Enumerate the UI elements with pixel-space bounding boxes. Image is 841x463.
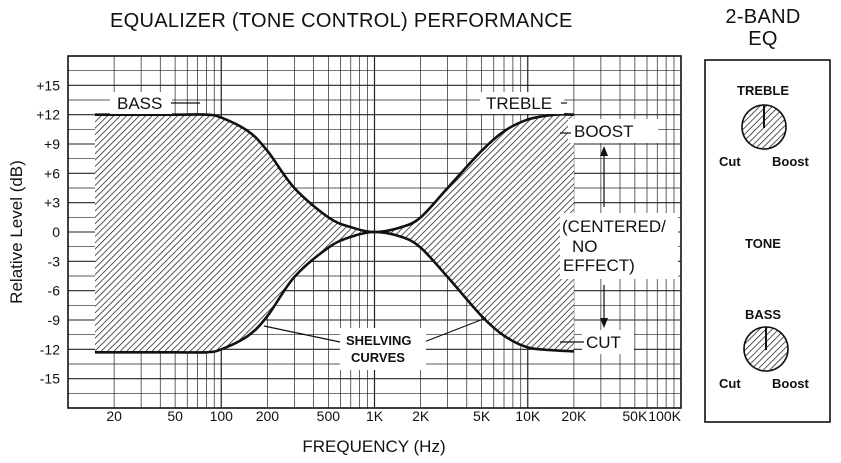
x-tick-label: 50K <box>622 408 648 424</box>
y-tick-label: -3 <box>48 253 61 269</box>
y-tick-labels: +15 +12 +9 +6 +3 0 -3 -6 -9 -12 -15 <box>36 77 60 386</box>
boost-label: BOOST <box>574 122 634 141</box>
y-tick-label: +9 <box>44 136 60 152</box>
panel-title-line2: EQ <box>748 28 778 50</box>
x-tick-label: 10K <box>515 408 541 424</box>
cut-label: CUT <box>586 333 621 352</box>
y-tick-label: -12 <box>40 341 60 357</box>
shelving-label-bg <box>340 328 426 370</box>
centered-label-2: NO <box>572 237 598 256</box>
x-tick-label: 500 <box>317 408 341 424</box>
x-axis-label: FREQUENCY (Hz) <box>302 437 445 456</box>
y-tick-label: 0 <box>52 224 60 240</box>
curves <box>94 113 574 354</box>
panel-title-line1: 2-BAND <box>725 6 800 28</box>
plot-frame <box>67 55 682 409</box>
treble-cut-label: Cut <box>719 154 741 169</box>
x-tick-label: 100 <box>210 408 234 424</box>
y-tick-label: +3 <box>44 195 60 211</box>
bass-label-bg <box>110 92 172 114</box>
x-tick-label: 2K <box>412 408 430 424</box>
centered-label-3: EFFECT) <box>563 256 635 275</box>
centered-label-1: (CENTERED/ <box>562 217 666 236</box>
tone-label: TONE <box>745 236 781 251</box>
cut-curve <box>94 230 574 354</box>
cut-label-bg <box>582 330 634 354</box>
shaded-area <box>94 114 574 353</box>
x-tick-label: 20K <box>561 408 587 424</box>
y-tick-label: +6 <box>44 165 60 181</box>
y-tick-label: +12 <box>36 107 60 123</box>
treble-knob-icon[interactable] <box>741 104 787 150</box>
shelving-leader-left <box>263 325 341 343</box>
x-tick-label: 50 <box>167 408 183 424</box>
x-tick-label: 1K <box>366 408 384 424</box>
treble-boost-label: Boost <box>772 154 810 169</box>
bass-label: BASS <box>117 94 162 113</box>
y-tick-label: -9 <box>48 312 61 328</box>
y-tick-label: +15 <box>36 77 60 93</box>
boost-label-bg <box>568 119 658 143</box>
y-tick-label: -15 <box>40 371 60 387</box>
x-tick-labels: 20 50 100 200 500 1K 2K 5K 10K 20K 50K 100K <box>106 408 681 424</box>
cut-arrow-head <box>600 318 608 328</box>
chart-title: EQUALIZER (TONE CONTROL) PERFORMANCE <box>110 10 573 32</box>
y-tick-label: -6 <box>48 283 61 299</box>
bass-knob-icon[interactable] <box>743 326 789 372</box>
x-tick-label: 20 <box>106 408 122 424</box>
bass-boost-label: Boost <box>772 376 810 391</box>
treble-label: TREBLE <box>486 94 552 113</box>
bass-cut-label: Cut <box>719 376 741 391</box>
shaded-region <box>94 114 574 353</box>
boost-arrow-head <box>600 146 608 156</box>
shelving-label-2: CURVES <box>351 350 405 365</box>
treble-knob-label: TREBLE <box>737 83 789 98</box>
shelving-leader-right <box>423 317 487 343</box>
x-tick-label: 100K <box>648 408 681 424</box>
x-tick-label: 5K <box>473 408 491 424</box>
treble-label-bg <box>480 92 564 114</box>
boost-curve <box>94 113 574 234</box>
centered-label-bg <box>560 213 678 279</box>
shelving-label-1: SHELVING <box>346 333 412 348</box>
x-tick-label: 200 <box>256 408 280 424</box>
y-axis-label: Relative Level (dB) <box>7 160 26 304</box>
bass-knob-label: BASS <box>745 307 781 322</box>
